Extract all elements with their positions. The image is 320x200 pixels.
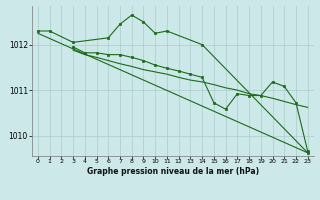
X-axis label: Graphe pression niveau de la mer (hPa): Graphe pression niveau de la mer (hPa): [87, 167, 259, 176]
